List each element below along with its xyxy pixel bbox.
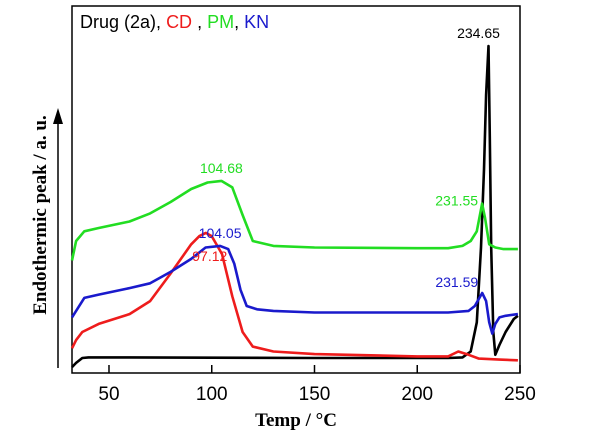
series-line-drug xyxy=(71,44,519,369)
legend-entry-pm: PM xyxy=(207,12,234,32)
series-lines xyxy=(70,44,519,369)
annotation-kn-peak: 104.05 xyxy=(199,225,242,241)
legend: Drug (2a), CD , PM, KN xyxy=(80,12,269,32)
annotation-pm-peak: 104.68 xyxy=(200,160,243,176)
x-tick-label: 150 xyxy=(299,384,331,405)
y-axis-arrow-head xyxy=(53,108,63,124)
legend-entry-drug: Drug (2a) xyxy=(80,12,156,32)
y-axis-title: Endothermic peak / a. u. xyxy=(30,115,51,315)
x-axis-title: Temp / °C xyxy=(255,410,337,431)
x-ticks: 50 100 150 200 250 xyxy=(98,365,536,405)
series-line-kn xyxy=(70,244,519,335)
legend-separator: , xyxy=(197,12,202,32)
x-tick-label: 100 xyxy=(196,384,228,405)
peak-annotations: 234.65 97.12 104.05 104.68 231.55 231.59 xyxy=(192,25,500,290)
series-line-cd xyxy=(70,231,518,362)
legend-entry-cd: CD xyxy=(166,12,192,32)
annotation-cd-peak: 97.12 xyxy=(192,248,227,264)
x-tick-label: 200 xyxy=(401,384,433,405)
plot-frame xyxy=(71,5,521,374)
legend-separator: , xyxy=(156,12,161,32)
legend-entry-kn: KN xyxy=(244,12,269,32)
annotation-kn-peak: 231.59 xyxy=(435,274,478,290)
x-tick-label: 250 xyxy=(504,384,536,405)
annotation-drug-peak: 234.65 xyxy=(457,25,500,41)
annotation-pm-peak: 231.55 xyxy=(435,193,478,209)
series-line-pm xyxy=(70,179,518,261)
x-tick-label: 50 xyxy=(98,384,119,405)
legend-separator: , xyxy=(234,12,239,32)
